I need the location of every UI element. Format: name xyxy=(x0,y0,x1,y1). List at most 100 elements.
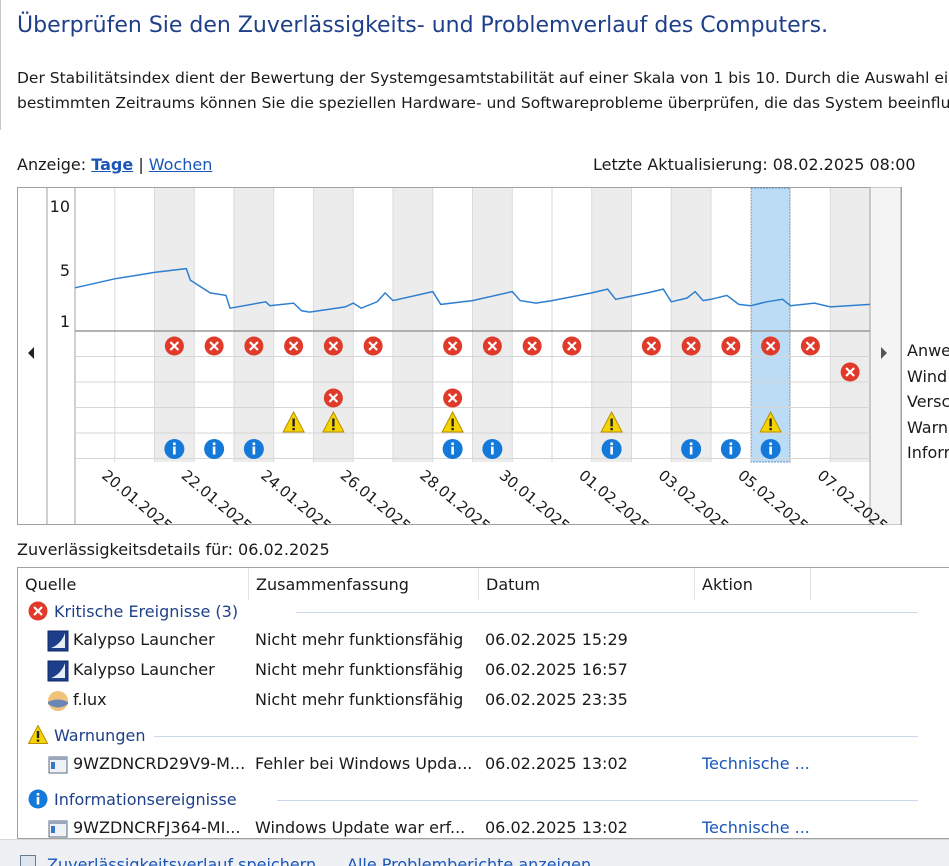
x-date-label: 05.02.2025 xyxy=(734,466,811,525)
table-row[interactable]: 9WZDNCRFJ364-MI... Windows Update war erf… xyxy=(18,813,949,838)
row-label-applications: Anwe xyxy=(907,341,949,360)
shaded-day-column xyxy=(671,188,711,462)
info-icon xyxy=(204,439,225,459)
cell-source: 9WZDNCRFJ364-MI... xyxy=(73,818,241,837)
reliability-chart[interactable]: 10 5 1 20.01.2025 22.01.2025 24.01.2025 26.01.… xyxy=(17,187,902,525)
error-icon xyxy=(482,336,502,356)
group-header[interactable]: Warnungen xyxy=(28,724,145,746)
action-link[interactable] xyxy=(702,625,812,655)
info-icon xyxy=(243,439,264,459)
row-label-windows: Wind xyxy=(907,366,948,386)
x-date-label: 22.01.2025 xyxy=(178,466,255,525)
warning-icon xyxy=(441,410,464,433)
warning-icon xyxy=(322,410,345,433)
error-icon xyxy=(244,336,264,356)
cell-summary: Nicht mehr funktionsfähig xyxy=(255,660,464,679)
column-header-summary[interactable]: Zusammenfassung xyxy=(249,568,479,600)
group-title: Warnungen xyxy=(54,725,146,745)
table-header: Quelle Zusammenfassung Datum Aktion ^ xyxy=(18,568,949,600)
table-row[interactable]: f.lux Nicht mehr funktionsfähig 06.02.2025… xyxy=(18,685,949,715)
sort-indicator-icon: ^ xyxy=(580,567,591,577)
info-icon xyxy=(164,439,185,459)
table-row[interactable]: Kalypso Launcher Nicht mehr funktionsfähi… xyxy=(18,655,949,685)
shaded-day-column xyxy=(154,188,195,462)
table-row[interactable]: Kalypso Launcher Nicht mehr funktionsfähi… xyxy=(18,625,949,655)
error-icon xyxy=(323,388,343,408)
description: Der Stabilitätsindex dient der Bewertung… xyxy=(17,66,949,116)
x-date-label: 03.02.2025 xyxy=(655,466,732,525)
footer-bar: Zuverlässigkeitsverlauf speichern... All… xyxy=(0,839,949,866)
cell-summary: Windows Update war erf... xyxy=(255,818,466,837)
group-title: Kritische Ereignisse (3) xyxy=(54,601,239,621)
save-icon xyxy=(20,855,36,866)
details-table: Quelle Zusammenfassung Datum Aktion ^ Kr… xyxy=(17,567,949,839)
previous-period-arrow-icon[interactable] xyxy=(28,347,34,359)
warning-icon xyxy=(28,725,48,744)
cell-date: 06.02.2025 23:35 xyxy=(485,690,628,709)
view-selector: Anzeige: Tage | Wochen xyxy=(17,155,212,174)
error-icon xyxy=(164,336,184,356)
windows-update-icon xyxy=(48,820,68,838)
table-row[interactable]: 9WZDNCRD29V9-M... Fehler bei Windows Upda… xyxy=(18,749,949,779)
cell-date: 06.02.2025 16:57 xyxy=(485,660,628,679)
group-header[interactable]: Kritische Ereignisse (3) xyxy=(28,600,238,622)
warning-icon xyxy=(600,410,623,433)
kalypso-app-icon xyxy=(47,630,69,652)
description-line-2: bestimmten Zeitraums können Sie die spez… xyxy=(17,94,949,112)
info-icon xyxy=(681,439,702,459)
error-icon xyxy=(641,336,661,356)
all-reports-link[interactable]: Alle Problemberichte anzeigen xyxy=(347,855,592,866)
x-date-label: 26.01.2025 xyxy=(337,466,414,525)
group-divider xyxy=(153,736,918,737)
cell-source: 9WZDNCRD29V9-M... xyxy=(73,754,245,773)
group-header[interactable]: Informationsereignisse xyxy=(28,788,237,810)
info-icon xyxy=(760,439,781,459)
error-icon xyxy=(721,336,741,356)
info-icon xyxy=(482,439,503,459)
action-link[interactable]: Technische ... xyxy=(702,754,810,773)
column-header-date[interactable]: Datum xyxy=(479,568,695,600)
error-icon xyxy=(840,362,860,382)
error-icon xyxy=(443,388,463,408)
x-date-label: 24.01.2025 xyxy=(257,466,334,525)
cell-date: 06.02.2025 13:02 xyxy=(485,754,628,773)
save-history-link[interactable]: Zuverlässigkeitsverlauf speichern... xyxy=(47,855,332,866)
description-line-1: Der Stabilitätsindex dient der Bewertung… xyxy=(17,69,949,87)
column-header-source[interactable]: Quelle xyxy=(18,568,249,600)
window-edge xyxy=(0,0,1,130)
error-icon xyxy=(443,336,463,356)
action-link[interactable]: Technische ... xyxy=(702,818,810,837)
info-icon xyxy=(28,789,48,809)
row-label-warnings: Warn xyxy=(907,417,949,437)
next-period-arrow-icon[interactable] xyxy=(881,347,887,359)
column-header-action[interactable]: Aktion xyxy=(695,568,811,600)
windows-update-icon xyxy=(48,756,68,774)
action-link[interactable] xyxy=(702,685,812,715)
view-days-link[interactable]: Tage xyxy=(91,155,134,174)
warning-icon xyxy=(759,410,782,433)
error-icon xyxy=(323,336,343,356)
view-weeks-link[interactable]: Wochen xyxy=(148,155,213,174)
action-link[interactable] xyxy=(702,655,812,685)
x-date-label: 01.02.2025 xyxy=(575,466,652,525)
x-date-label: 20.01.2025 xyxy=(98,466,175,525)
page-title: Überprüfen Sie den Zuverlässigkeits- und… xyxy=(17,13,829,38)
error-icon xyxy=(800,336,820,356)
flux-app-icon xyxy=(48,691,68,711)
details-label: Zuverlässigkeitsdetails für: 06.02.2025 xyxy=(17,540,330,559)
row-label-information: Inforr xyxy=(907,443,949,462)
cell-summary: Nicht mehr funktionsfähig xyxy=(255,630,464,649)
group-divider xyxy=(296,612,918,613)
error-icon xyxy=(562,336,582,356)
shaded-day-column xyxy=(830,188,870,462)
error-icon xyxy=(28,601,48,621)
error-icon xyxy=(761,336,781,356)
group-title: Informationsereignisse xyxy=(54,789,237,809)
error-icon xyxy=(522,336,542,356)
error-icon xyxy=(204,336,224,356)
x-date-label: 28.01.2025 xyxy=(416,466,493,525)
cell-source: Kalypso Launcher xyxy=(73,630,215,649)
y-tick-label: 5 xyxy=(60,261,70,280)
warning-icon xyxy=(282,410,305,433)
row-label-misc: Versc xyxy=(907,392,949,411)
